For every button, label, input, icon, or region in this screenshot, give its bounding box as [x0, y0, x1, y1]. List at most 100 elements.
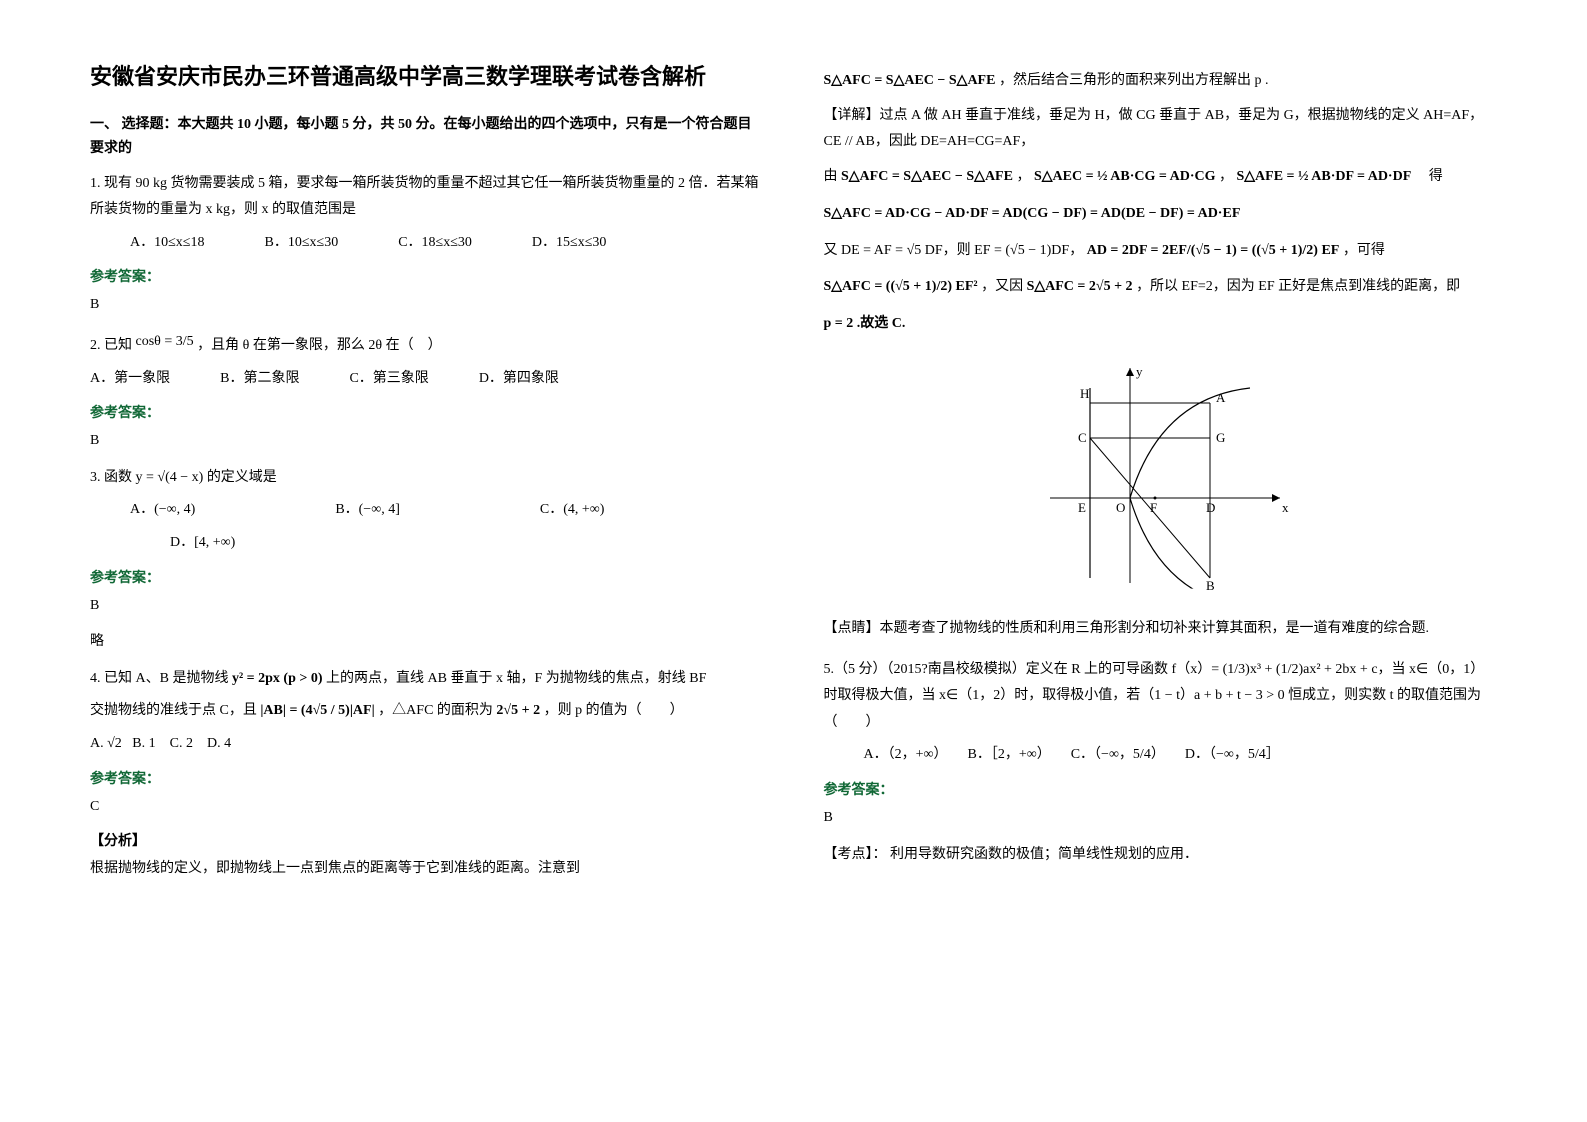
left-column: 安徽省安庆市民办三环普通高级中学高三数学理联考试卷含解析 一、 选择题：本大题共…: [90, 60, 764, 889]
r1-f: S△AFC = S△AEC − S△AFE: [824, 73, 996, 88]
q2-optB: B．第二象限: [220, 366, 299, 393]
q1-text: 1. 现有 90 kg 货物需要装成 5 箱，要求每一箱所装货物的重量不超过其它…: [90, 171, 764, 224]
q4-options: A. √2 B. 1 C. 2 D. 4: [90, 731, 764, 758]
q1-optB: B．10≤x≤30: [264, 230, 338, 257]
q4-analysis: 根据抛物线的定义，即抛物线上一点到焦点的距离等于它到准线的距离。注意到: [90, 856, 764, 883]
r5-a: 又 DE = AF = √5 DF，则 EF = (√5 − 1)DF，: [824, 243, 1084, 258]
q3-options-row1: A．(−∞, 4) B．(−∞, 4] C．(4, +∞): [130, 497, 764, 524]
r3-f1: S△AFC = S△AEC − S△AFE: [841, 169, 1013, 184]
r3-f2: S△AEC = ½ AB·CG = AD·CG: [1034, 169, 1216, 184]
q5-text: 5.（5 分）（2015?南昌校级模拟）定义在 R 上的可导函数 f（x）= (…: [824, 657, 1498, 737]
q2-text-a: 2. 已知: [90, 338, 132, 353]
q3-ans: B: [90, 593, 764, 620]
right-column: S△AFC = S△AEC − S△AFE ，然后结合三角形的面积来列出方程解出…: [824, 60, 1498, 889]
r3-a: 由: [824, 169, 842, 184]
r5: 又 DE = AF = √5 DF，则 EF = (√5 − 1)DF， AD …: [824, 236, 1498, 267]
q4-line2: 交抛物线的准线于点 C，且 |AB| = (4√5 / 5)|AF| ，△AFC…: [90, 698, 764, 725]
doc-title: 安徽省安庆市民办三环普通高级中学高三数学理联考试卷含解析: [90, 60, 764, 93]
q2-formula: cosθ = 3/5: [136, 334, 194, 349]
q3-extra: 略: [90, 629, 764, 656]
r6-c: ，所以 EF=2，因为 EF 正好是焦点到准线的距离，即: [1136, 279, 1460, 294]
label-F: F: [1150, 500, 1157, 515]
q5-kd: 【考点】： 利用导数研究函数的极值；简单线性规划的应用．: [824, 842, 1498, 869]
q1-ans-label: 参考答案：: [90, 266, 764, 286]
q1-optD: D．15≤x≤30: [532, 230, 606, 257]
q4-analysis-label: 【分析】: [90, 830, 764, 850]
label-H: H: [1080, 386, 1089, 401]
q4-optD: D. 4: [207, 736, 231, 751]
q5-optC: C．（−∞，5/4）: [1071, 742, 1165, 769]
q4-line2-a: 交抛物线的准线于点 C，且: [90, 703, 260, 718]
q3-formula: y = √(4 − x): [136, 470, 204, 485]
r1-b: ，然后结合三角形的面积来列出方程解出 p .: [999, 73, 1269, 88]
q5-ans-label: 参考答案：: [824, 779, 1498, 799]
q1-ans: B: [90, 292, 764, 319]
q3-text: 3. 函数 y = √(4 − x) 的定义域是: [90, 465, 764, 492]
r5-f: AD = 2DF = 2EF/(√5 − 1) = ((√5 + 1)/2) E…: [1087, 243, 1340, 258]
q5-optD: D．（−∞，5/4］: [1185, 742, 1280, 769]
r7: p = 2 .故选 C.: [824, 309, 1498, 340]
label-y: y: [1136, 364, 1143, 379]
q4-line2-c: ，则 p 的值为（ ）: [544, 703, 684, 718]
q2-optC: C．第三象限: [349, 366, 428, 393]
q3-optC: C．(4, +∞): [540, 497, 605, 524]
r2: 【详解】过点 A 做 AH 垂直于准线，垂足为 H，做 CG 垂直于 AB，垂足…: [824, 103, 1498, 156]
q3-text-b: 的定义域是: [207, 470, 277, 485]
q4-line2-f1: |AB| = (4√5 / 5)|AF|: [260, 703, 374, 718]
r6: S△AFC = ((√5 + 1)/2) EF² ，又因 S△AFC = 2√5…: [824, 272, 1498, 303]
q4-line1-f: y² = 2px (p > 0): [232, 671, 323, 686]
q4-optC: C. 2: [170, 736, 193, 751]
q2-ans-label: 参考答案：: [90, 402, 764, 422]
r3-f3: S△AFE = ½ AB·DF = AD·DF: [1236, 169, 1411, 184]
q1-options: A．10≤x≤18 B．10≤x≤30 C．18≤x≤30 D．15≤x≤30: [130, 230, 764, 257]
q4-line1-a: 4. 已知 A、B 是抛物线: [90, 671, 232, 686]
q2-options: A．第一象限 B．第二象限 C．第三象限 D．第四象限: [90, 366, 764, 393]
q3-optD: D．[4, +∞): [170, 535, 235, 550]
r3: 由 S△AFC = S△AEC − S△AFE ， S△AEC = ½ AB·C…: [824, 162, 1498, 193]
q3-optA: A．(−∞, 4): [130, 497, 195, 524]
r8: 【点睛】本题考查了抛物线的性质和利用三角形割分和切补来计算其面积，是一道有难度的…: [824, 616, 1498, 643]
r1: S△AFC = S△AEC − S△AFE ，然后结合三角形的面积来列出方程解出…: [824, 66, 1498, 97]
q4-ans-label: 参考答案：: [90, 768, 764, 788]
label-O: O: [1116, 500, 1125, 515]
r6-b: ，又因: [981, 279, 1027, 294]
q4-line2-b: ，△AFC 的面积为: [378, 703, 496, 718]
q4-line2-f2: 2√5 + 2: [496, 703, 540, 718]
q3-options-row2: D．[4, +∞): [170, 530, 764, 557]
label-A: A: [1216, 390, 1226, 405]
r3-c: ，: [1219, 169, 1233, 184]
q2-optD: D．第四象限: [479, 366, 559, 393]
q4-optA: A. √2: [90, 736, 122, 751]
q4-line1-b: 上的两点，直线 AB 垂直于 x 轴，F 为抛物线的焦点，射线 BF: [326, 671, 706, 686]
r5-b: ，可得: [1343, 243, 1385, 258]
q4-ans: C: [90, 794, 764, 821]
r6-a: S△AFC = ((√5 + 1)/2) EF²: [824, 279, 978, 294]
q1-optC: C．18≤x≤30: [398, 230, 472, 257]
section-1-head: 一、 选择题：本大题共 10 小题，每小题 5 分，共 50 分。在每小题给出的…: [90, 113, 764, 161]
q2-text-b: ，且角 θ 在第一象限，那么 2θ 在（ ）: [197, 338, 441, 353]
q2-optA: A．第一象限: [90, 366, 170, 393]
q1-optA: A．10≤x≤18: [130, 230, 204, 257]
r3-b: ，: [1016, 169, 1030, 184]
q3-optB: B．(−∞, 4]: [335, 497, 400, 524]
label-C: C: [1078, 430, 1087, 445]
q5-optB: B．［2，+∞）: [968, 742, 1051, 769]
label-x: x: [1282, 500, 1289, 515]
label-G: G: [1216, 430, 1225, 445]
label-B: B: [1206, 578, 1215, 593]
q2-text: 2. 已知 cosθ = 3/5 ，且角 θ 在第一象限，那么 2θ 在（ ）: [90, 329, 764, 360]
q3-text-a: 3. 函数: [90, 470, 132, 485]
parabola-diagram: H A C G E O F D x y B: [1020, 358, 1300, 598]
r4: S△AFC = AD·CG − AD·DF = AD(CG − DF) = AD…: [824, 199, 1498, 230]
q4-optB: B. 1: [132, 736, 155, 751]
q4-line1: 4. 已知 A、B 是抛物线 y² = 2px (p > 0) 上的两点，直线 …: [90, 666, 764, 693]
q3-ans-label: 参考答案：: [90, 567, 764, 587]
r6-f: S△AFC = 2√5 + 2: [1027, 279, 1133, 294]
q2-ans: B: [90, 428, 764, 455]
label-E: E: [1078, 500, 1086, 515]
q5-ans: B: [824, 805, 1498, 832]
q5-options: A．（2，+∞） B．［2，+∞） C．（−∞，5/4） D．（−∞，5/4］: [864, 742, 1498, 769]
r3-d: 得: [1415, 169, 1443, 184]
label-D: D: [1206, 500, 1215, 515]
q5-optA: A．（2，+∞）: [864, 742, 948, 769]
